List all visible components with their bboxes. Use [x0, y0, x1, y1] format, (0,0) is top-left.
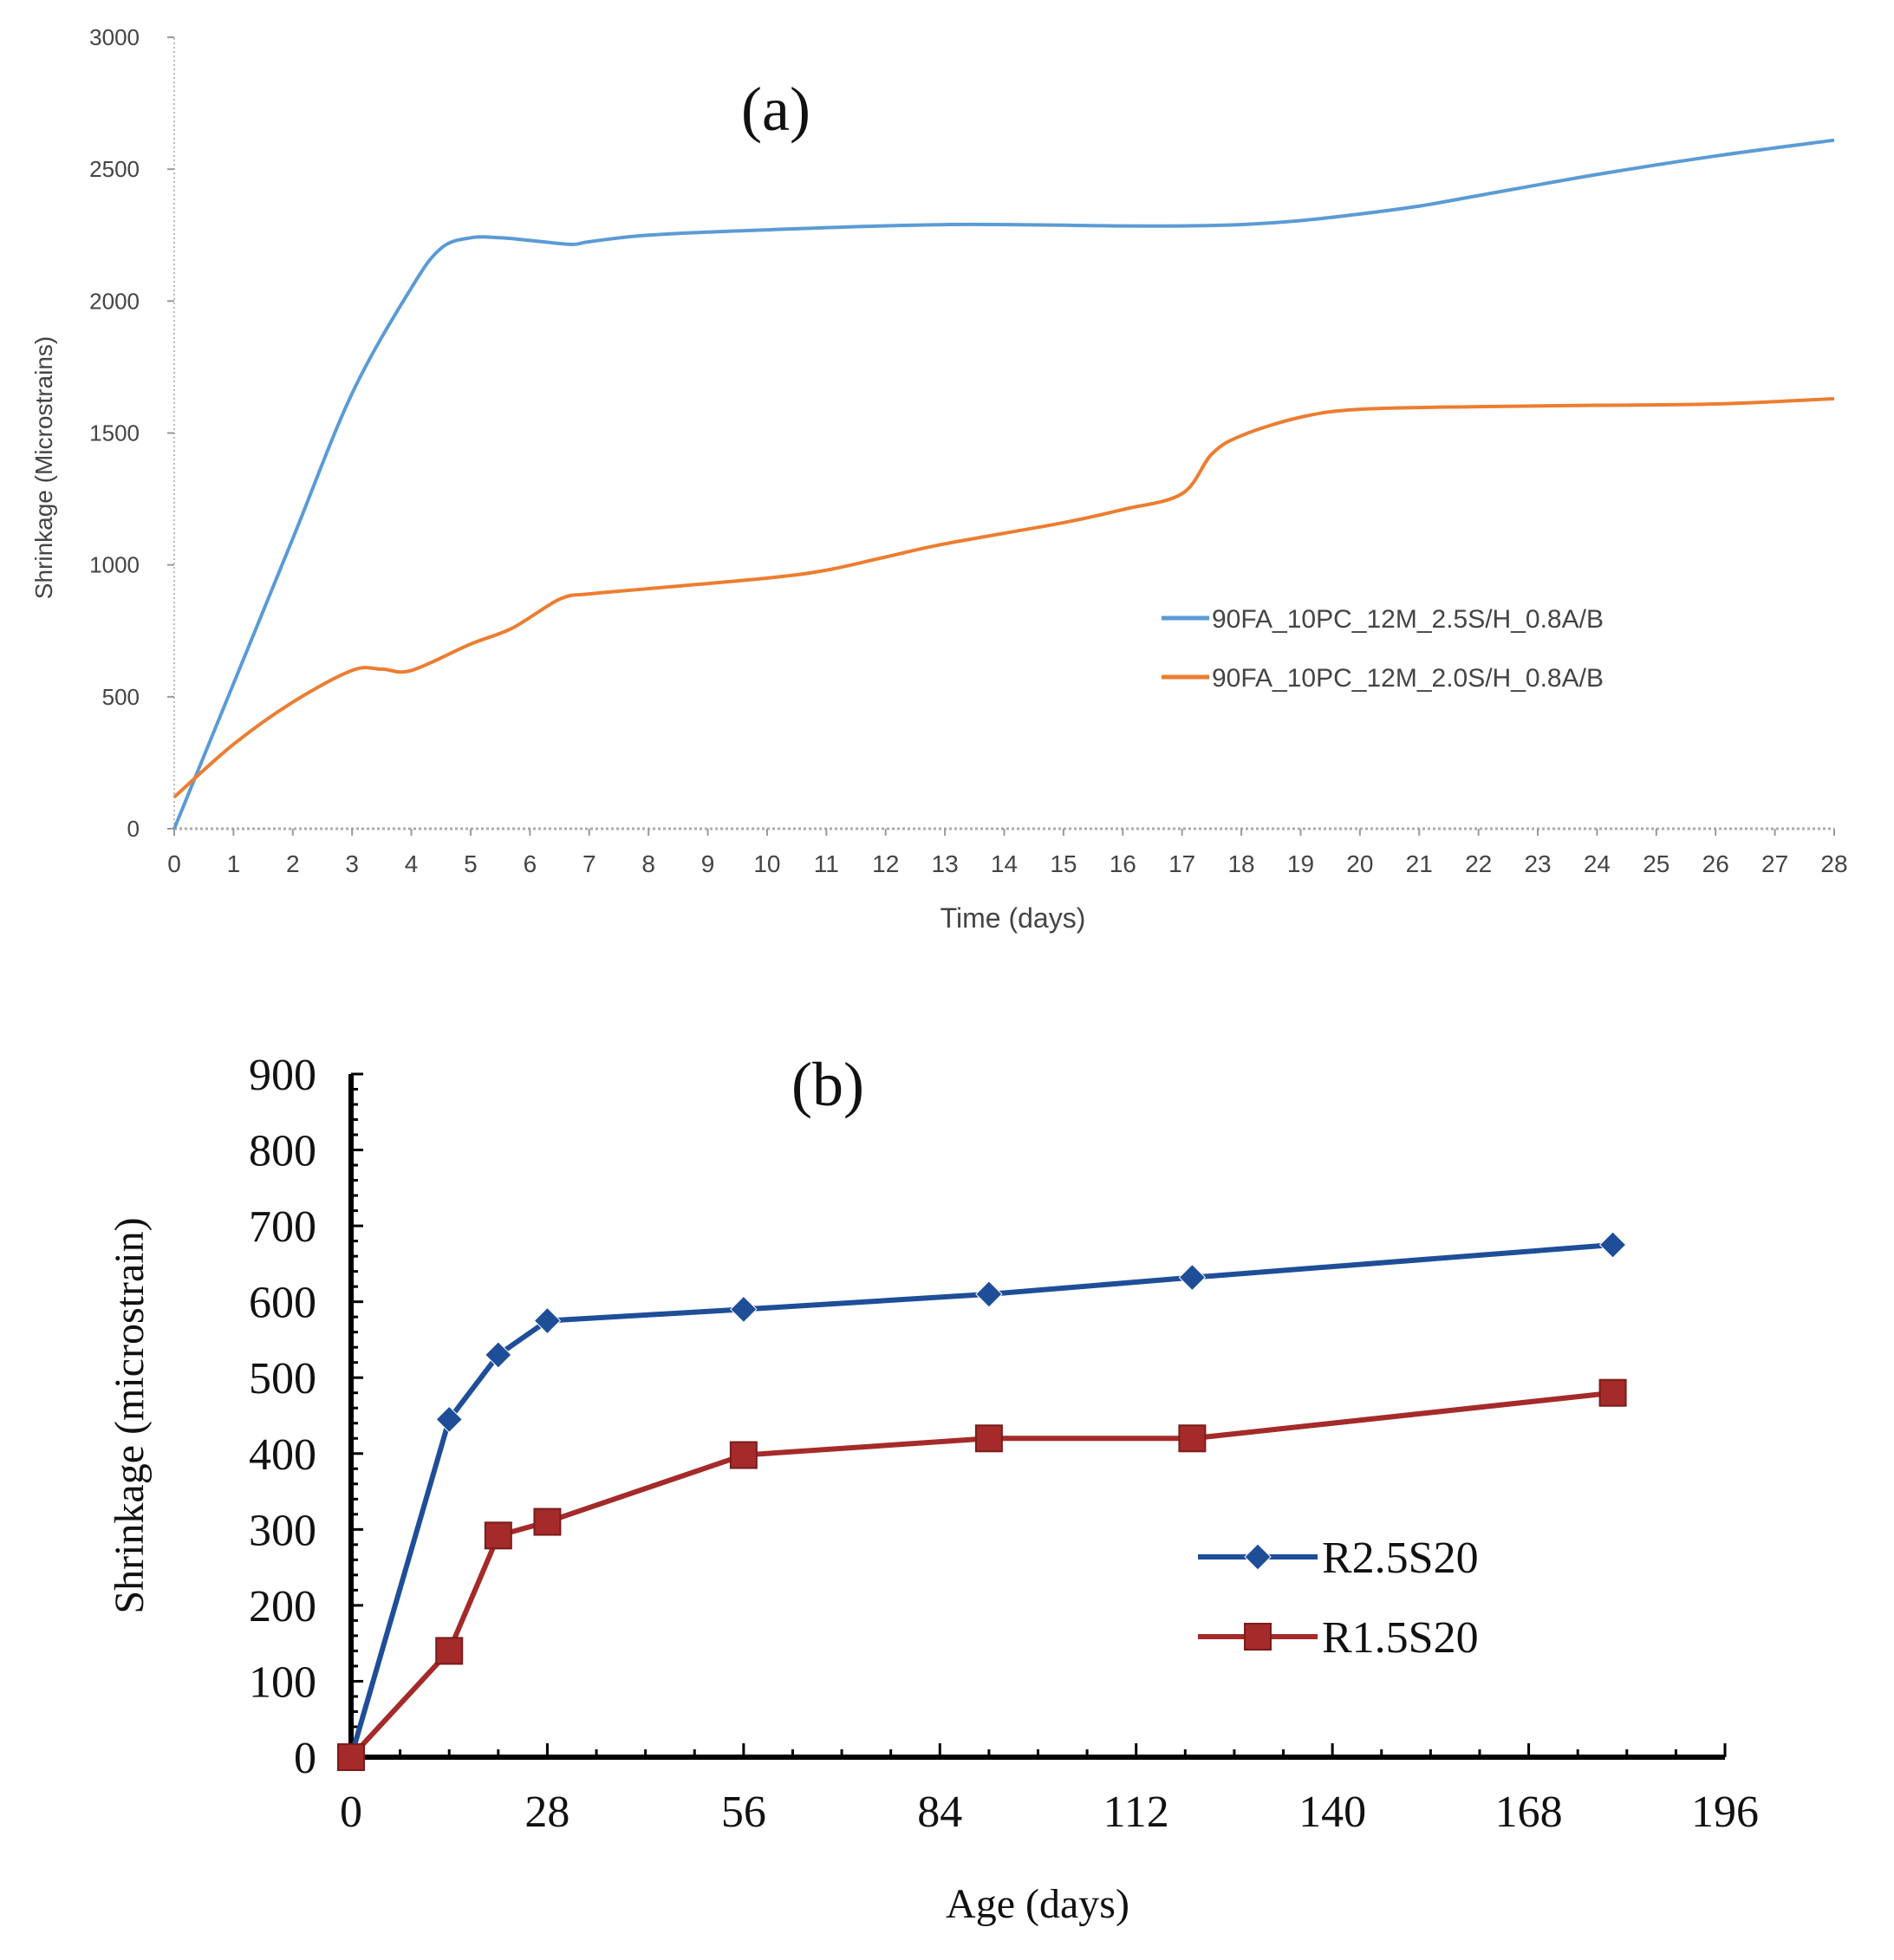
data-point-1	[435, 1405, 463, 1434]
data-point-2	[1598, 1378, 1627, 1407]
x-axis-label: Age (days)	[946, 1881, 1129, 1927]
series-line-2	[172, 396, 1835, 798]
y-tick-label: 400	[249, 1430, 316, 1480]
x-tick-label: 21	[1406, 850, 1433, 877]
data-point-2	[974, 1424, 1003, 1453]
data-point-2	[435, 1637, 464, 1665]
x-tick-label: 0	[340, 1787, 362, 1837]
x-tick-label: 0	[167, 850, 181, 877]
x-tick-label: 27	[1761, 850, 1788, 877]
x-tick-label: 1	[227, 850, 241, 877]
legend-marker-2	[1244, 1623, 1272, 1651]
x-tick-label: 84	[917, 1787, 962, 1837]
data-point-1	[485, 1341, 512, 1369]
x-tick-label: 19	[1287, 850, 1314, 877]
x-tick-label: 18	[1227, 850, 1254, 877]
x-tick-label: 26	[1702, 850, 1729, 877]
series-line-2	[348, 1390, 1613, 1760]
y-tick-label: 500	[249, 1354, 316, 1403]
x-tick-label: 13	[932, 850, 959, 877]
y-tick-label: 0	[294, 1734, 316, 1783]
x-tick-label: 7	[583, 850, 596, 877]
x-tick-label: 17	[1168, 850, 1195, 877]
x-tick-label: 6	[524, 850, 537, 877]
x-tick-label: 56	[721, 1787, 766, 1837]
x-tick-label: 14	[991, 850, 1018, 877]
y-tick-label: 2500	[89, 156, 140, 182]
x-tick-label: 4	[405, 850, 419, 877]
legend-label-1: R2.5S20	[1322, 1533, 1479, 1583]
y-tick-label: 200	[249, 1582, 316, 1631]
data-point-1	[730, 1295, 758, 1324]
data-point-1	[1178, 1263, 1207, 1292]
y-axis-label: Shrinkage (microstrain)	[107, 1217, 153, 1613]
y-tick-label: 700	[249, 1202, 316, 1252]
x-tick-label: 25	[1643, 850, 1669, 877]
series-line-1	[172, 138, 1835, 830]
data-point-2	[533, 1507, 562, 1536]
legend-marker-1	[1244, 1543, 1272, 1571]
x-tick-label: 12	[872, 850, 899, 877]
x-tick-label: 168	[1495, 1787, 1563, 1837]
x-tick-label: 24	[1584, 850, 1611, 877]
y-tick-label: 3000	[89, 24, 140, 50]
x-tick-label: 16	[1110, 850, 1136, 877]
panel-label: (b)	[791, 1050, 864, 1119]
legend-label-2: 90FA_10PC_12M_2.0S/H_0.8A/B	[1212, 664, 1604, 693]
x-tick-label: 28	[1820, 850, 1847, 877]
data-point-2	[337, 1743, 365, 1771]
y-tick-label: 900	[249, 1051, 316, 1100]
data-point-2	[1178, 1424, 1207, 1453]
y-tick-label: 1500	[89, 420, 140, 446]
y-tick-label: 100	[249, 1657, 316, 1707]
series-line-1	[348, 1242, 1613, 1758]
data-point-1	[1598, 1231, 1627, 1259]
y-tick-label: 600	[249, 1279, 316, 1328]
legend-label-2: R1.5S20	[1322, 1613, 1479, 1663]
x-tick-label: 140	[1298, 1787, 1366, 1837]
y-tick-label: 1000	[89, 552, 140, 578]
x-tick-label: 22	[1465, 850, 1492, 877]
x-tick-label: 23	[1524, 850, 1551, 877]
x-tick-label: 20	[1346, 850, 1373, 877]
x-tick-label: 11	[814, 850, 839, 877]
x-tick-label: 10	[753, 850, 780, 877]
data-point-2	[729, 1441, 758, 1469]
legend-label-1: 90FA_10PC_12M_2.5S/H_0.8A/B	[1212, 605, 1604, 634]
x-tick-label: 5	[464, 850, 478, 877]
y-tick-label: 0	[127, 816, 140, 842]
data-point-1	[975, 1280, 1003, 1308]
x-tick-label: 2	[286, 850, 300, 877]
y-axis-label: Shrinkage (Microstrains)	[30, 336, 57, 599]
x-tick-label: 8	[641, 850, 655, 877]
y-tick-label: 800	[249, 1127, 316, 1176]
x-axis-label: Time (days)	[940, 902, 1086, 934]
x-tick-label: 15	[1050, 850, 1077, 877]
y-tick-label: 500	[102, 684, 140, 710]
data-point-1	[533, 1306, 562, 1335]
x-tick-label: 196	[1691, 1787, 1759, 1837]
panel-label: (a)	[741, 75, 810, 144]
x-tick-label: 9	[701, 850, 715, 877]
y-tick-label: 300	[249, 1506, 316, 1555]
x-tick-label: 112	[1103, 1787, 1169, 1837]
y-tick-label: 2000	[89, 288, 140, 314]
x-tick-label: 28	[524, 1787, 570, 1837]
data-point-2	[484, 1521, 512, 1550]
x-tick-label: 3	[345, 850, 359, 877]
